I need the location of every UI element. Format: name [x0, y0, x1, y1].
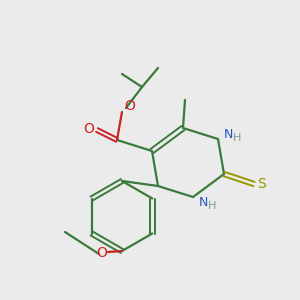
Text: N: N [223, 128, 233, 140]
Text: N: N [198, 196, 208, 208]
Text: O: O [97, 246, 107, 260]
Text: H: H [208, 201, 216, 211]
Text: O: O [124, 99, 135, 113]
Text: O: O [84, 122, 94, 136]
Text: H: H [233, 133, 241, 143]
Text: S: S [258, 177, 266, 191]
